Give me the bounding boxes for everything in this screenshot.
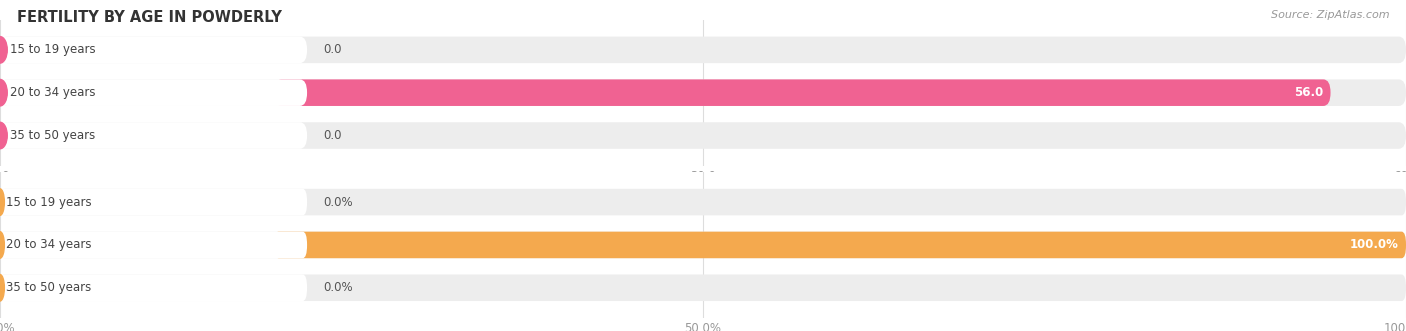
FancyBboxPatch shape (0, 189, 307, 215)
FancyBboxPatch shape (0, 36, 1406, 63)
Text: 0.0%: 0.0% (323, 196, 353, 209)
Circle shape (0, 36, 7, 63)
FancyBboxPatch shape (0, 36, 307, 63)
FancyBboxPatch shape (0, 79, 1406, 106)
Circle shape (0, 189, 4, 215)
Text: 15 to 19 years: 15 to 19 years (6, 196, 91, 209)
Circle shape (0, 232, 4, 258)
Text: 0.0: 0.0 (323, 129, 342, 142)
Circle shape (0, 122, 7, 149)
FancyBboxPatch shape (0, 274, 1406, 301)
Text: 100.0%: 100.0% (1350, 238, 1399, 252)
FancyBboxPatch shape (0, 232, 307, 258)
Text: 35 to 50 years: 35 to 50 years (10, 129, 96, 142)
Text: FERTILITY BY AGE IN POWDERLY: FERTILITY BY AGE IN POWDERLY (17, 10, 281, 25)
Text: 35 to 50 years: 35 to 50 years (6, 281, 91, 294)
FancyBboxPatch shape (274, 79, 1330, 106)
Text: 20 to 34 years: 20 to 34 years (6, 238, 91, 252)
Text: Source: ZipAtlas.com: Source: ZipAtlas.com (1271, 10, 1389, 20)
Text: 15 to 19 years: 15 to 19 years (10, 43, 96, 56)
Text: 56.0: 56.0 (1295, 86, 1323, 99)
FancyBboxPatch shape (0, 274, 307, 301)
FancyBboxPatch shape (0, 189, 1406, 215)
Circle shape (0, 79, 7, 106)
Text: 0.0%: 0.0% (323, 281, 353, 294)
FancyBboxPatch shape (0, 122, 1406, 149)
FancyBboxPatch shape (0, 122, 307, 149)
FancyBboxPatch shape (0, 232, 1406, 258)
Circle shape (0, 274, 4, 301)
FancyBboxPatch shape (274, 232, 1406, 258)
FancyBboxPatch shape (0, 79, 307, 106)
Text: 0.0: 0.0 (323, 43, 342, 56)
Text: 20 to 34 years: 20 to 34 years (10, 86, 96, 99)
